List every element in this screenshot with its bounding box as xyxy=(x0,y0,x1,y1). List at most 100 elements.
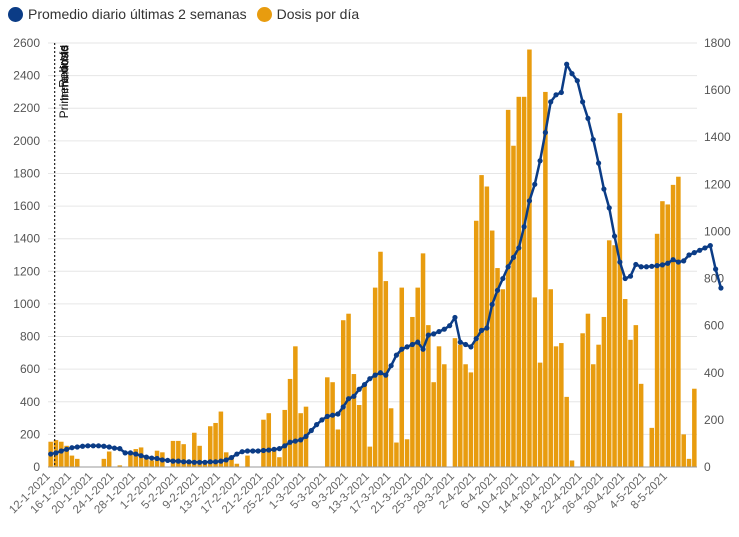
bar-dosis xyxy=(261,419,266,467)
y-axis-right: 0 200 400 600 800 1000 1200 1400 1600 1800 xyxy=(704,36,731,474)
y-right-tick-label: 1800 xyxy=(704,36,731,50)
bar-dosis xyxy=(468,372,474,467)
bar-dosis xyxy=(479,175,484,468)
line-point xyxy=(345,396,352,402)
bar-dosis xyxy=(431,382,436,467)
y-left-tick-label: 800 xyxy=(20,330,40,344)
bar-dosis xyxy=(197,445,202,467)
bar-dosis xyxy=(649,427,655,467)
bar-dosis xyxy=(271,450,277,467)
bar-dosis xyxy=(596,344,601,467)
bar-dosis xyxy=(654,233,660,467)
y-right-tick-label: 1400 xyxy=(704,130,731,144)
line-point xyxy=(436,328,442,335)
line-point xyxy=(207,459,213,465)
line-point xyxy=(90,443,96,449)
line-point xyxy=(622,275,628,282)
line-point xyxy=(298,437,304,443)
bar-dosis xyxy=(207,426,213,467)
line-point xyxy=(425,332,431,338)
line-point xyxy=(53,450,59,456)
line-point xyxy=(181,459,187,465)
line-point xyxy=(686,252,692,258)
bar-dosis xyxy=(617,113,623,467)
bar-dosis xyxy=(638,383,644,467)
line-point xyxy=(388,363,394,369)
line-point xyxy=(228,454,235,461)
y-left-tick-label: 1600 xyxy=(13,199,40,213)
line-point xyxy=(399,346,405,352)
line-point xyxy=(702,245,708,251)
line-point xyxy=(170,458,176,464)
line-point xyxy=(617,259,623,265)
bar-dosis xyxy=(202,463,208,467)
line-point xyxy=(452,314,458,321)
bar-dosis xyxy=(516,96,522,468)
bar-dosis xyxy=(681,434,686,467)
bar-dosis xyxy=(543,91,548,467)
annotation-label: Inmunidad xyxy=(57,45,71,101)
legend-label-dosis: Dosis por día xyxy=(276,6,360,22)
line-point xyxy=(260,447,267,454)
bar-dosis xyxy=(399,287,405,467)
y-left-tick-label: 0 xyxy=(33,460,40,474)
line-point xyxy=(106,444,112,450)
line-point xyxy=(48,451,54,457)
bar-dosis xyxy=(74,458,80,467)
line-point xyxy=(282,443,288,449)
line-point xyxy=(186,459,192,465)
line-point xyxy=(564,61,570,67)
bar-dosis xyxy=(426,325,431,467)
bar-dosis xyxy=(410,316,415,467)
line-point xyxy=(74,444,80,450)
line-point xyxy=(595,160,602,166)
y-left-tick-label: 2600 xyxy=(13,36,40,50)
bar-dosis xyxy=(59,441,64,467)
bar-dosis xyxy=(229,455,234,467)
legend-swatch-promedio xyxy=(8,6,23,22)
annotation-label: Rebrote xyxy=(56,45,70,88)
line-point xyxy=(165,457,171,464)
bar-dosis xyxy=(436,346,442,467)
line-point xyxy=(287,439,293,445)
line-point xyxy=(372,372,378,378)
line-point xyxy=(462,341,469,348)
y-left-tick-label: 600 xyxy=(20,362,40,376)
bar-dosis xyxy=(176,440,181,467)
y-left-tick-label: 200 xyxy=(20,427,40,441)
bar-dosis xyxy=(293,346,298,467)
legend-item-promedio[interactable]: Promedio diario últimas 2 semanas xyxy=(8,6,247,22)
bar-dosis xyxy=(660,201,665,467)
bar-dosis xyxy=(394,442,399,467)
line-point xyxy=(643,264,650,270)
bar-dosis xyxy=(532,297,538,467)
line-point xyxy=(85,443,91,449)
line-point xyxy=(590,136,596,143)
line-point xyxy=(494,287,501,293)
line-point xyxy=(159,457,165,463)
bar-dosis xyxy=(686,458,692,467)
line-point xyxy=(441,326,447,332)
bar-dosis xyxy=(133,449,139,467)
line-point xyxy=(526,198,533,204)
bar-dosis xyxy=(628,339,633,467)
line-point xyxy=(697,247,703,253)
legend-item-dosis[interactable]: Dosis por día xyxy=(256,6,360,22)
annotation-label: Primera dosis xyxy=(57,45,71,118)
bar-dosis xyxy=(69,455,75,467)
chart-legend: Promedio diario últimas 2 semanas Dosis … xyxy=(8,4,359,24)
bar-dosis xyxy=(473,220,479,467)
y-right-tick-label: 200 xyxy=(704,413,724,427)
line-point xyxy=(409,341,415,348)
line-point xyxy=(665,260,671,266)
line-point xyxy=(191,459,197,465)
bar-dosis xyxy=(591,364,596,467)
line-point xyxy=(404,344,410,350)
x-axis: 12-1-202116-1-202120-1-202124-1-202128-1… xyxy=(7,466,697,516)
bar-dosis xyxy=(181,444,186,467)
bar-dosis xyxy=(505,109,511,467)
line-point xyxy=(718,285,724,291)
line-point xyxy=(69,445,75,451)
bar-dosis xyxy=(277,457,282,467)
y-left-tick-label: 1000 xyxy=(13,297,40,311)
